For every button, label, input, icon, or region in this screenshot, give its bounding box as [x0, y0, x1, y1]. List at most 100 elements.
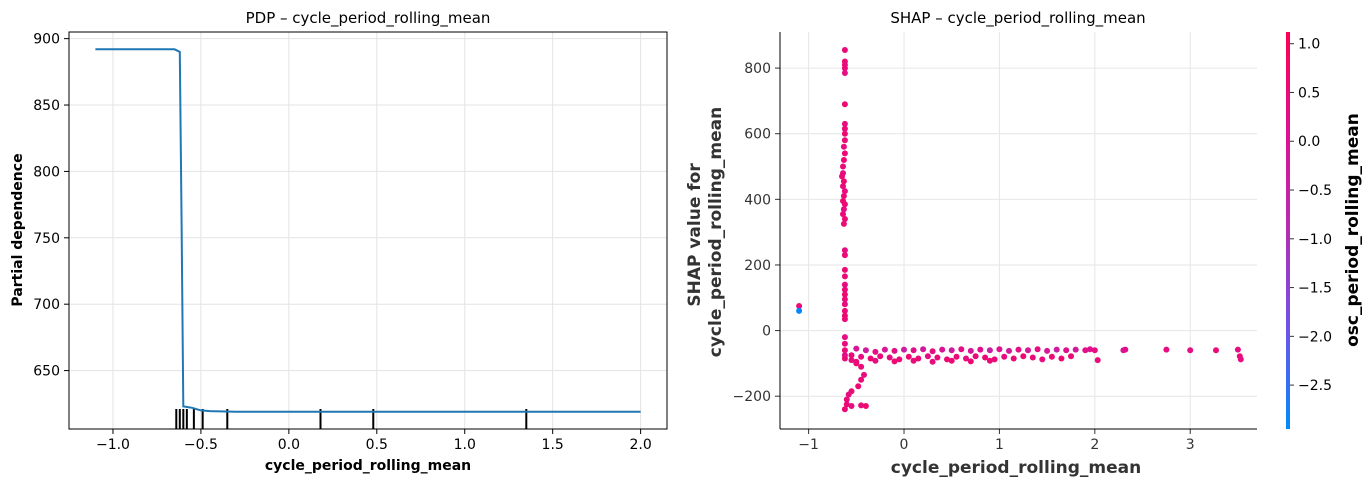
shap-point [886, 354, 893, 361]
shap-point [841, 286, 848, 293]
pdp-x-tick-label: 0.5 [366, 437, 388, 453]
shap-point [986, 357, 993, 364]
shap-point [841, 137, 848, 144]
shap-point [1094, 357, 1101, 364]
shap-point [1087, 346, 1093, 353]
shap-point [843, 401, 850, 408]
shap-point [841, 247, 848, 254]
shap-x-tick-label: 3 [1186, 437, 1195, 453]
shap-x-tick-label: 2 [1090, 437, 1099, 453]
shap-point [841, 125, 848, 132]
pdp-title: PDP – cycle_period_rolling_mean [246, 9, 491, 28]
pdp-y-tick-label: 650 [33, 364, 60, 380]
shap-y-axis-label-line1: SHAP value for [685, 163, 705, 307]
shap-point [1048, 353, 1055, 360]
pdp-plot-frame [68, 31, 668, 430]
shap-point [845, 391, 852, 398]
shap-point [1020, 353, 1027, 360]
shap-point [862, 403, 869, 409]
shap-point [901, 346, 907, 353]
shap-point [858, 402, 865, 409]
shap-x-tick-label: 1 [995, 437, 1004, 453]
pdp-y-tick-label: 900 [33, 32, 60, 48]
shap-point [840, 206, 847, 213]
shap-point [848, 403, 855, 409]
shap-panel: SHAP – cycle_period_rolling_mean −1 0 1 2 3−… [685, 9, 1363, 478]
shap-point [877, 353, 884, 360]
shap-point [1034, 346, 1041, 353]
shap-point [841, 130, 848, 137]
shap-point [924, 353, 931, 360]
shap-point [1068, 353, 1074, 360]
pdp-y-tick-label: 750 [33, 231, 60, 247]
pdp-panel: PDP – cycle_period_rolling_mean −1.0 −0.5… [10, 9, 668, 474]
shap-point [841, 273, 848, 280]
shap-point [1187, 347, 1194, 354]
colorbar-tick-label: 0.5 [1298, 85, 1320, 101]
colorbar-tick-label: −2.0 [1298, 329, 1332, 345]
shap-point [840, 143, 847, 150]
shap-point [841, 120, 848, 127]
pdp-ticks: −1.0 −0.5 0.0 0.5 1.0 1.5 2.0 650 700 750 800 850 90… [33, 32, 651, 453]
shap-point [1039, 356, 1046, 363]
shap-point [843, 396, 850, 403]
shap-point [915, 355, 922, 362]
shap-y-tick-label: 800 [744, 61, 771, 77]
colorbar-tick-label: −1.0 [1298, 232, 1332, 248]
shap-ticks: −1 0 1 2 3 −200 0 200 400 600 800 [733, 61, 1195, 453]
shap-point [939, 346, 946, 353]
pdp-gridlines [69, 32, 667, 429]
shap-point [841, 201, 848, 208]
colorbar-tick-label: −0.5 [1298, 183, 1332, 199]
shap-x-tick-label: 0 [900, 437, 909, 453]
shap-y-tick-label: 400 [744, 192, 771, 208]
shap-point [948, 347, 955, 354]
shap-point [840, 220, 847, 227]
shap-point [982, 354, 989, 361]
shap-point [934, 354, 941, 361]
shap-point [1072, 346, 1079, 353]
shap-point [796, 307, 803, 314]
shap-point [841, 406, 848, 413]
shap-point [841, 301, 848, 308]
shap-point [841, 266, 848, 273]
shap-point [905, 353, 912, 360]
shap-point [953, 353, 960, 360]
shap-point [967, 347, 974, 354]
shap-point [929, 358, 936, 365]
shap-point [891, 358, 898, 365]
colorbar-tick-label: −2.5 [1298, 378, 1332, 394]
shap-point [841, 316, 848, 323]
shap-point [986, 347, 993, 354]
shap-point [1091, 347, 1098, 354]
shap-point [841, 347, 848, 354]
shap-point [840, 193, 847, 199]
shap-point [1006, 347, 1012, 354]
pdp-x-tick-label: 1.5 [542, 437, 564, 453]
shap-point [1237, 356, 1244, 363]
shap-y-tick-label: −200 [733, 389, 771, 405]
shap-point [929, 348, 936, 355]
shap-point [1044, 347, 1051, 354]
shap-y-tick-label: 600 [744, 127, 771, 143]
shap-point [841, 355, 848, 362]
shap-point [1213, 347, 1219, 354]
shap-y-tick-label: 200 [744, 258, 771, 274]
shap-point [848, 357, 855, 364]
shap-point [841, 296, 848, 303]
colorbar [1286, 32, 1290, 429]
shap-point [841, 65, 848, 72]
shap-point [948, 357, 955, 364]
pdp-y-tick-label: 800 [33, 164, 60, 180]
shap-x-axis-label: cycle_period_rolling_mean [891, 458, 1141, 478]
shap-point [840, 163, 846, 170]
shap-point [1029, 354, 1036, 361]
shap-point [944, 356, 950, 363]
shap-x-tick-label: −1 [798, 437, 819, 453]
shap-point [841, 101, 848, 108]
pdp-y-tick-label: 850 [33, 98, 60, 114]
pdp-y-tick-label: 700 [33, 297, 60, 313]
shap-point [896, 356, 903, 363]
colorbar-tick-label: 0.0 [1298, 134, 1320, 150]
